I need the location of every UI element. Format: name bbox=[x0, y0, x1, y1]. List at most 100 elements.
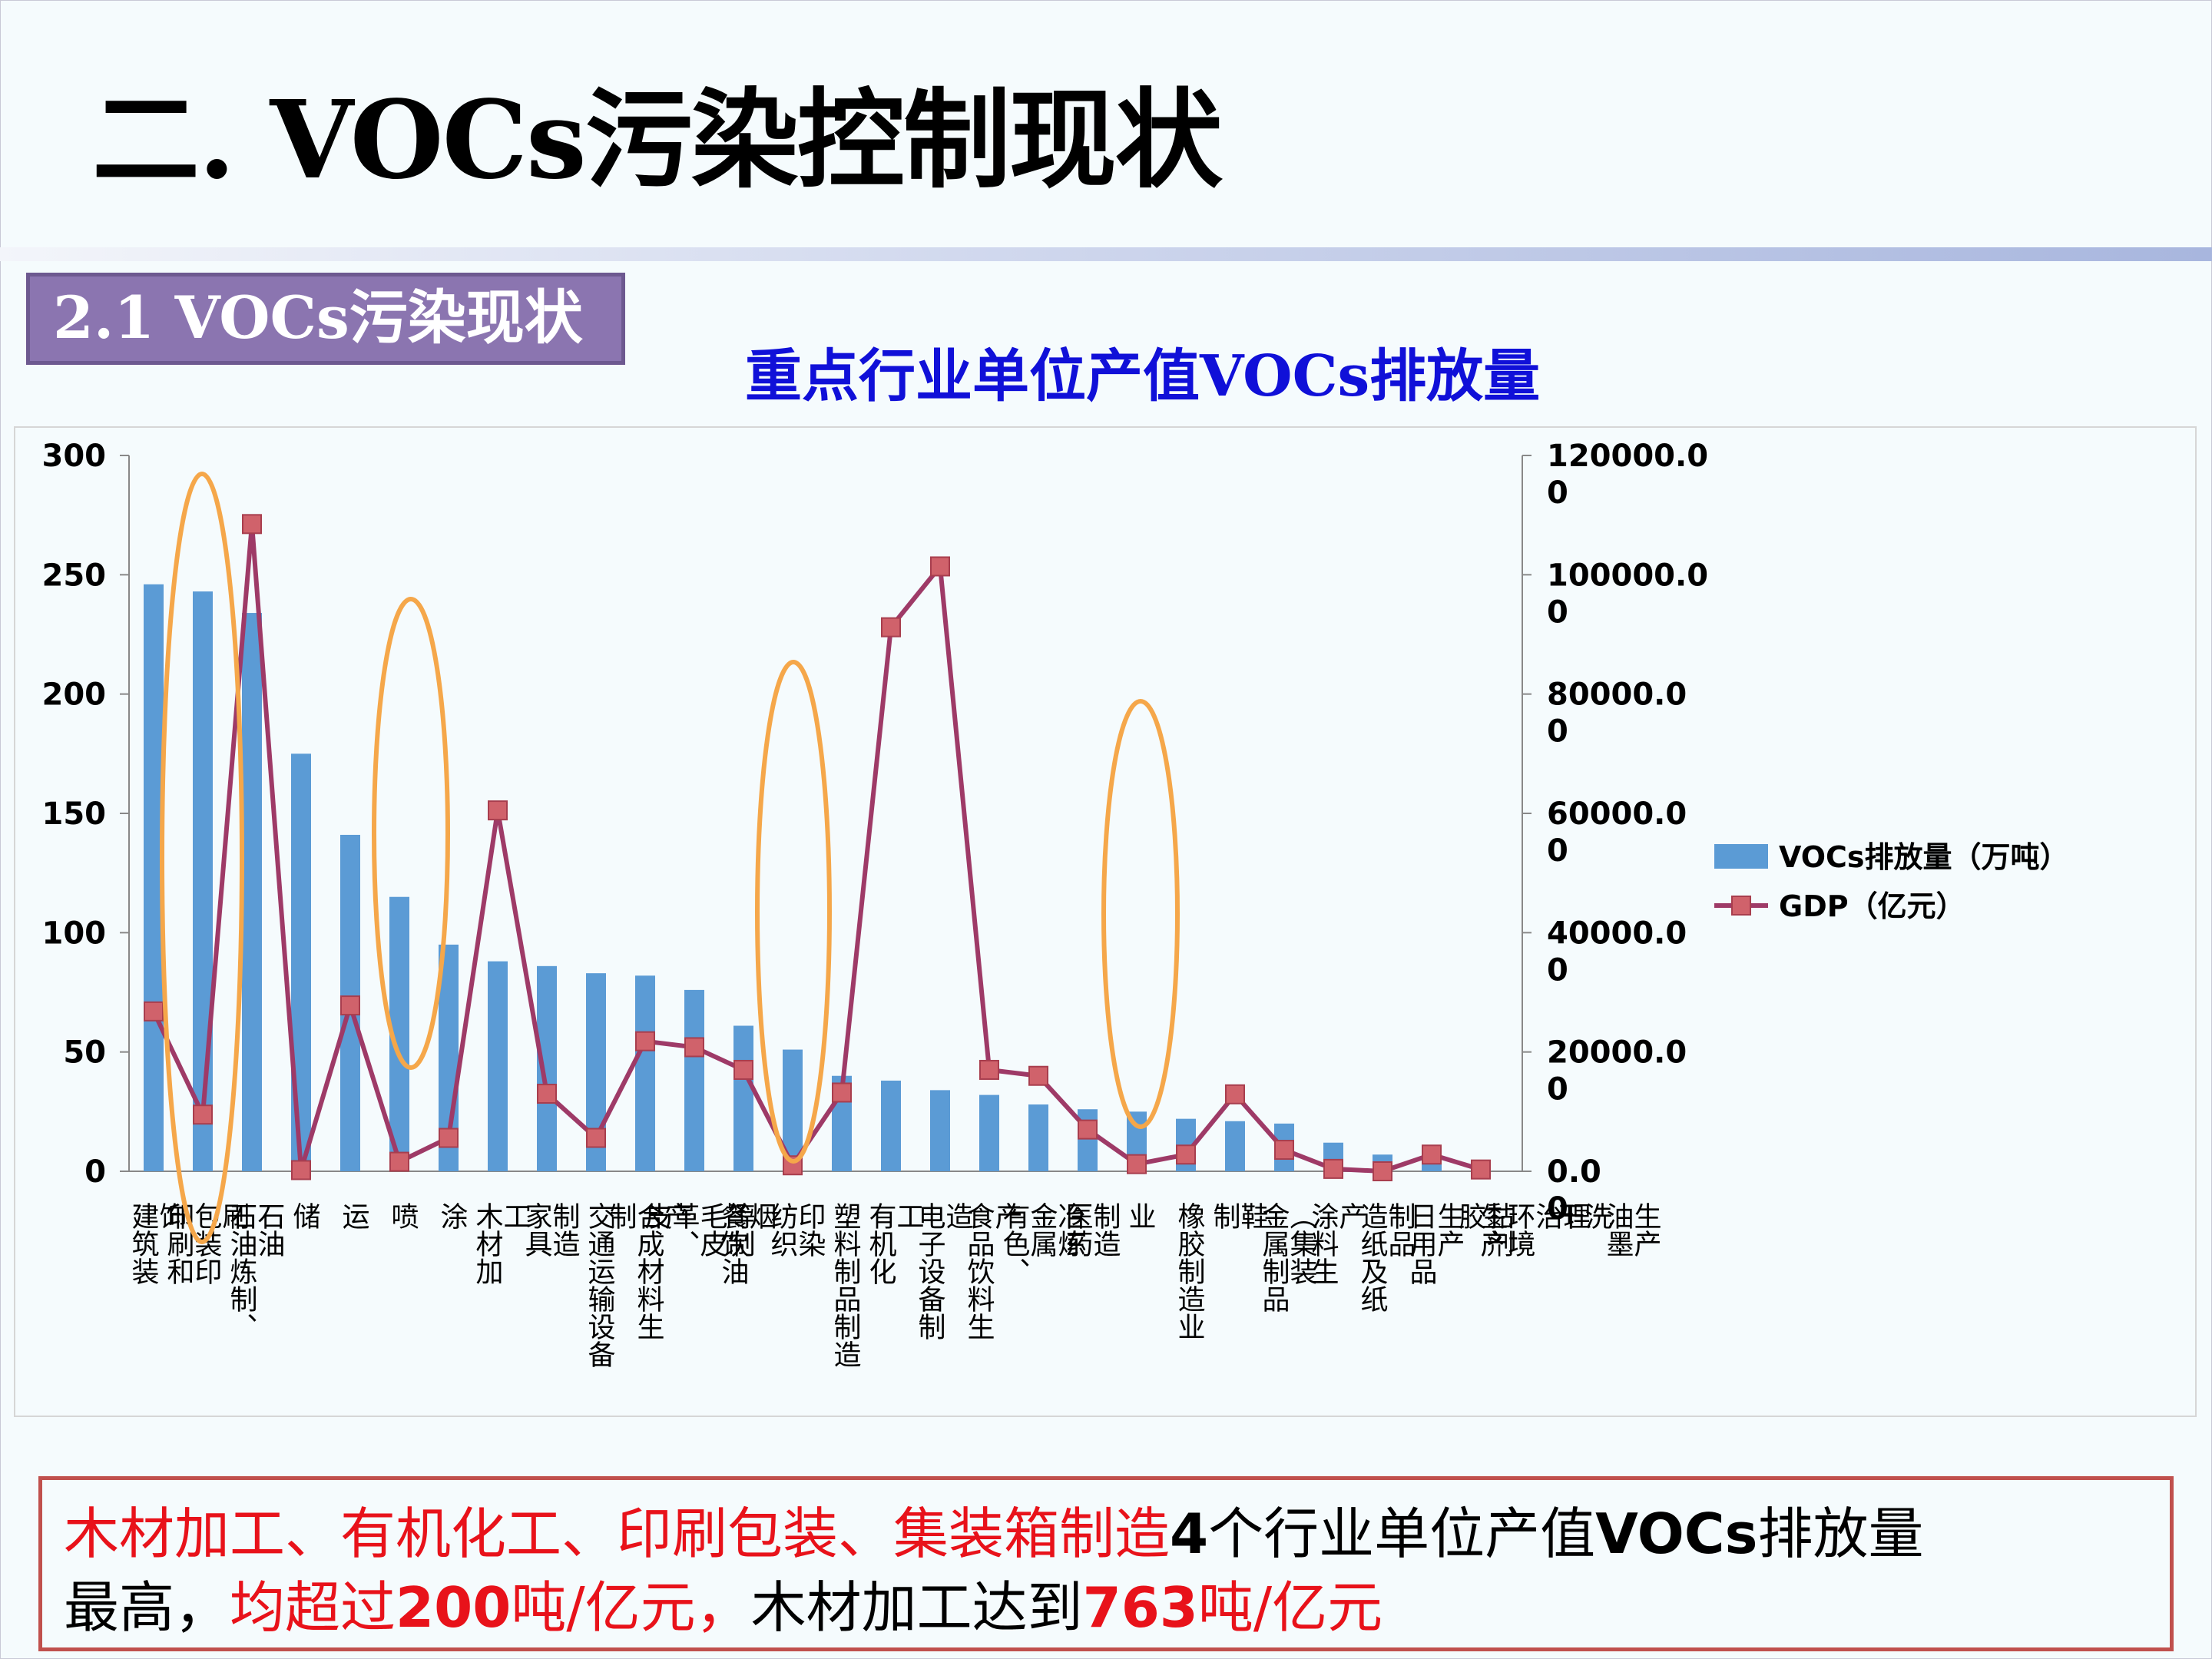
x-tick-label-3: 石油 bbox=[253, 1202, 286, 1257]
right-axis-tick-label: 100000.0 bbox=[1547, 558, 1708, 593]
gdp-point-18 bbox=[979, 1059, 999, 1080]
right-axis-tick-label: 0 bbox=[1547, 833, 1568, 869]
x-tick-label-19: 金属 bbox=[1026, 1202, 1058, 1257]
x-tick-label-16: 工 bbox=[892, 1202, 924, 1230]
gdp-point-12 bbox=[684, 1037, 704, 1058]
x-tick-label-12: 革、 bbox=[668, 1202, 700, 1257]
x-tick-label-12: 等制 bbox=[724, 1202, 755, 1257]
x-tick-label-24: （集装 bbox=[1286, 1202, 1318, 1285]
gdp-point-27 bbox=[1422, 1144, 1442, 1165]
gdp-point-26 bbox=[1373, 1161, 1392, 1181]
gdp-point-16 bbox=[881, 617, 901, 637]
x-tick-label-12: 皮 bbox=[641, 1202, 672, 1230]
x-tick-label-17: 造 bbox=[942, 1202, 973, 1230]
conclusion-text-d: 均超过 bbox=[230, 1575, 396, 1640]
x-tick-label-5: 运 bbox=[338, 1202, 369, 1230]
gdp-point-8 bbox=[488, 800, 508, 821]
chart-title: 重点行业单位产值VOCs排放量 bbox=[745, 343, 1541, 409]
x-tick-label-14: 纺织 bbox=[767, 1202, 798, 1257]
conclusion-text-a: 个行业单位产值 bbox=[1208, 1502, 1596, 1566]
x-tick-label-22: 橡胶制造业 bbox=[1174, 1202, 1205, 1340]
x-tick-label-10: 交通运输设备 bbox=[584, 1202, 615, 1368]
right-axis-tick-label: 0.0 bbox=[1547, 1154, 1601, 1190]
x-tick-label-2: 刷 bbox=[218, 1202, 250, 1230]
x-tick-label-6: 喷 bbox=[387, 1202, 419, 1230]
x-tick-label-20: 医药 bbox=[1061, 1202, 1093, 1257]
x-tick-label-25: 产 bbox=[1335, 1202, 1366, 1230]
gdp-point-9 bbox=[537, 1084, 557, 1104]
right-axis-tick-label: 0 bbox=[1547, 952, 1568, 988]
x-tick-label-29: 环境 bbox=[1504, 1202, 1535, 1257]
x-tick-label-1: 建筑装 bbox=[127, 1202, 159, 1285]
x-tick-label-27: 日用品 bbox=[1406, 1202, 1437, 1285]
x-tick-label-25: 涂料生 bbox=[1307, 1202, 1339, 1285]
gdp-point-6 bbox=[389, 1151, 409, 1172]
bar-9 bbox=[537, 965, 557, 1171]
legend-swatch-vocs bbox=[1714, 844, 1768, 869]
x-tick-label-8: 工 bbox=[499, 1202, 531, 1230]
bar-19 bbox=[1028, 1104, 1048, 1171]
x-tick-label-23: 制 bbox=[1209, 1202, 1240, 1230]
gdp-point-28 bbox=[1471, 1159, 1491, 1180]
x-tick-label-21: 业 bbox=[1124, 1202, 1156, 1230]
combo-chart: 0501001502002503000.0020000.0040000.0060… bbox=[42, 439, 2069, 1368]
x-tick-label-19: 有色、 bbox=[998, 1202, 1030, 1285]
conclusion-line-2: 最高，均超过200吨/亿元，木材加工达到763吨/亿元 bbox=[64, 1571, 2170, 1644]
x-tick-label-9: 家具 bbox=[521, 1202, 552, 1257]
left-axis-tick-label: 100 bbox=[42, 916, 107, 951]
x-tick-label-15: 塑料制品制造 bbox=[830, 1202, 861, 1368]
right-axis-tick-label: 40000.0 bbox=[1547, 916, 1687, 951]
x-tick-label-29: 理 bbox=[1559, 1202, 1591, 1230]
x-tick-label-11: 合成材料生 bbox=[633, 1202, 665, 1340]
right-axis-tick-label: 0 bbox=[1547, 1072, 1568, 1108]
left-axis-tick-label: 50 bbox=[63, 1035, 106, 1071]
right-axis-tick-label: 0 bbox=[1547, 714, 1568, 750]
x-tick-label-26: 造纸及纸 bbox=[1356, 1202, 1388, 1313]
right-axis-tick-label: 120000.0 bbox=[1547, 439, 1708, 474]
highlight-ellipse-4 bbox=[1101, 699, 1180, 1129]
right-axis-tick-label: 0 bbox=[1547, 475, 1568, 511]
x-tick-label-8: 木材加 bbox=[472, 1202, 504, 1285]
bar-18 bbox=[979, 1094, 999, 1171]
conclusion-value-200: 200 bbox=[396, 1575, 512, 1640]
x-tick-label-9: 制造 bbox=[548, 1202, 580, 1257]
conclusion-count: 4 bbox=[1170, 1502, 1209, 1566]
x-tick-label-14: 印染 bbox=[794, 1202, 826, 1257]
x-tick-label-16: 有机化 bbox=[865, 1202, 896, 1285]
conclusion-text-b: 排放量 bbox=[1757, 1502, 1924, 1566]
right-axis-tick-label: 80000.0 bbox=[1547, 677, 1687, 713]
conclusion-line-1: 木材加工、有机化工、印刷包装、集装箱制造4个行业单位产值VOCs排放量 bbox=[64, 1497, 2170, 1571]
x-tick-label-24: 金属制品 bbox=[1258, 1202, 1290, 1313]
x-tick-label-31: 油墨 bbox=[1602, 1202, 1634, 1257]
right-axis-tick-label: 0 bbox=[1547, 594, 1568, 630]
right-axis-tick-label: 20000.0 bbox=[1547, 1035, 1687, 1071]
bar-13 bbox=[733, 1025, 753, 1171]
gdp-point-22 bbox=[1176, 1144, 1196, 1165]
bar-8 bbox=[488, 961, 508, 1171]
x-tick-label-28: 黏剂 bbox=[1482, 1202, 1514, 1257]
x-tick-label-26: 制品 bbox=[1384, 1202, 1416, 1257]
x-tick-label-7: 涂 bbox=[436, 1202, 468, 1230]
conclusion-unit-b: 吨/亿元 bbox=[1197, 1575, 1383, 1640]
gdp-line bbox=[151, 522, 1482, 1174]
x-tick-label-1: 饰 bbox=[155, 1202, 187, 1230]
bar-17 bbox=[930, 1090, 950, 1171]
section-label: 2.1 VOCs污染现状 bbox=[26, 273, 625, 365]
conclusion-unit-a: 吨/亿元， bbox=[511, 1575, 751, 1640]
x-tick-label-17: 电子设备制 bbox=[914, 1202, 945, 1340]
x-tick-label-11: 产 bbox=[661, 1202, 692, 1230]
left-axis-tick-label: 300 bbox=[42, 439, 107, 474]
x-tick-label-29: 治 bbox=[1532, 1202, 1563, 1230]
x-tick-label-11: 制 bbox=[605, 1202, 637, 1230]
highlight-ellipse-2 bbox=[372, 597, 450, 1070]
gdp-point-4 bbox=[291, 1160, 311, 1181]
x-tick-label-13: 烟 bbox=[745, 1202, 777, 1230]
gdp-point-11 bbox=[635, 1031, 655, 1051]
x-tick-label-19: 冶炼 bbox=[1054, 1202, 1085, 1257]
gdp-point-10 bbox=[586, 1128, 606, 1148]
title-divider bbox=[0, 247, 2212, 261]
conclusion-text-c: 最高， bbox=[64, 1575, 230, 1640]
x-tick-label-27: 生产 bbox=[1433, 1202, 1465, 1257]
x-tick-label-20: 制造 bbox=[1089, 1202, 1121, 1257]
gdp-point-17 bbox=[930, 556, 950, 577]
